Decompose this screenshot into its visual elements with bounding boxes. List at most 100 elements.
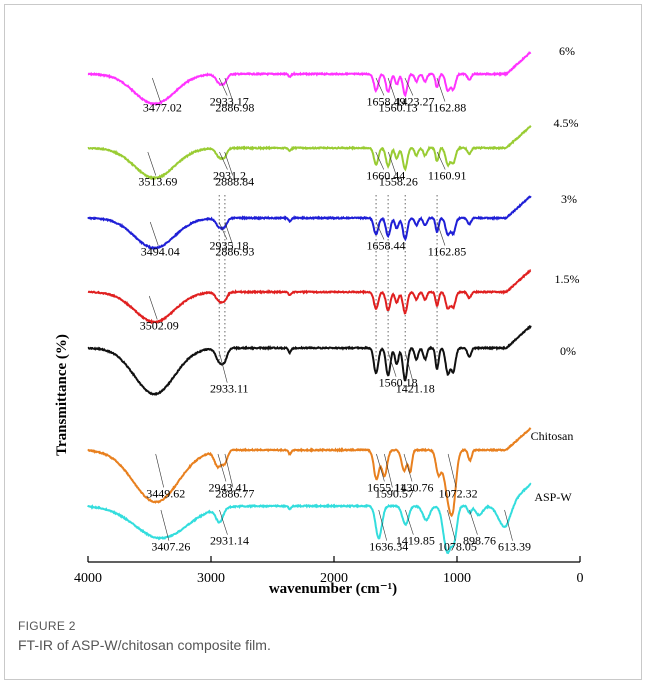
x-axis: 4000 3000 2000 1000 0: [74, 556, 584, 586]
series-line: [87, 324, 532, 397]
peak-leader: [147, 151, 157, 176]
series-name-label: ASP-W: [534, 490, 572, 504]
peak-leader: [384, 453, 393, 488]
peak-leader: [404, 351, 414, 383]
series-line: [87, 269, 532, 325]
peak-label: 3449.62: [146, 486, 185, 500]
peak-label: 2886.77: [215, 486, 254, 500]
peak-leader: [219, 509, 228, 535]
series-name-label: 1.5%: [555, 272, 580, 286]
peak-leader: [375, 77, 385, 96]
series-line: [87, 427, 532, 518]
peak-label: 1078.05: [438, 540, 477, 554]
peak-label: 1072.32: [439, 486, 478, 500]
peak-leader: [387, 77, 397, 102]
peak-label: 1558.26: [379, 175, 418, 189]
peak-label: 3477.02: [143, 101, 182, 115]
y-axis-label: Transmittance (%): [54, 334, 70, 456]
series-name-label: 0%: [560, 344, 576, 358]
peak-label: 1423.27: [395, 95, 434, 109]
x-tick-label: 3000: [197, 571, 225, 586]
peak-label: 1636.34: [369, 540, 408, 554]
peak-label: 1658.44: [367, 239, 406, 253]
peak-leader: [436, 77, 446, 102]
peak-label: 2888.84: [215, 175, 254, 189]
peak-leader: [403, 453, 413, 482]
peak-label: 2935.18: [209, 239, 248, 253]
peak-label: 2931.14: [210, 534, 249, 548]
peak-leader: [375, 151, 385, 170]
peak-leader: [224, 221, 234, 246]
peak-leader: [387, 351, 397, 377]
peak-leader: [224, 77, 234, 102]
peak-label: 2933.11: [210, 382, 249, 396]
peak-label: 3494.04: [141, 245, 180, 259]
spectra: [87, 51, 532, 555]
peak-label: 1660.44: [366, 169, 405, 183]
peak-label: 1655.11: [367, 480, 406, 494]
peak-leader: [224, 453, 234, 488]
peak-leader: [224, 151, 233, 176]
peak-label: 1560.13: [379, 101, 418, 115]
figure-frame: [4, 4, 642, 680]
peak-leader: [218, 77, 228, 96]
peak-label: 2886.93: [215, 245, 254, 259]
peak-leader: [217, 453, 227, 482]
reference-lines: [218, 195, 438, 362]
peak-label: 1162.85: [428, 245, 467, 259]
peak-leader: [375, 221, 385, 240]
peak-label: 613.39: [498, 540, 531, 554]
peak-leader: [436, 151, 446, 170]
peak-label: 3407.26: [151, 540, 190, 554]
peak-leader: [378, 509, 388, 541]
peak-leader: [160, 509, 170, 541]
x-axis-label: wavenumber (cm⁻¹): [269, 581, 397, 597]
series-line: [87, 51, 532, 106]
figure-caption-text: FT-IR of ASP-W/chitosan composite film.: [18, 637, 271, 653]
series-name-label: 6%: [559, 44, 575, 58]
peak-label: 1162.88: [428, 101, 467, 115]
peak-leader: [405, 509, 414, 535]
peak-leader: [376, 453, 385, 482]
peak-label: 2886.98: [215, 101, 254, 115]
peak-label: 3513.69: [138, 175, 177, 189]
peak-leader: [404, 77, 414, 96]
peak-leader: [219, 151, 228, 170]
x-tick-label: 2000: [320, 571, 348, 586]
series-line: [87, 482, 532, 555]
peak-leader: [447, 509, 456, 541]
x-tick-label: 0: [577, 571, 584, 586]
peak-label: 1421.18: [396, 382, 435, 396]
peak-label: 2933.17: [210, 95, 249, 109]
peak-leader: [218, 351, 228, 383]
figure-caption: FIGURE 2 FT-IR of ASP-W/chitosan composi…: [18, 619, 618, 653]
series-name-label: 3%: [561, 192, 577, 206]
peak-label: 1160.91: [428, 169, 467, 183]
peak-label: 1658.49: [367, 95, 406, 109]
peak-label: 3502.09: [140, 319, 179, 333]
peak-label: 898.76: [463, 534, 496, 548]
peak-label: 2943.41: [208, 480, 247, 494]
series-name-label: 4.5%: [554, 116, 579, 130]
x-tick-label: 4000: [74, 571, 102, 586]
series-line: [87, 125, 532, 181]
series-line: [87, 195, 532, 251]
peak-leader: [469, 509, 478, 535]
peak-label: 1430.76: [395, 480, 434, 494]
peak-leader: [436, 221, 446, 246]
peak-label: 2931.2: [213, 169, 246, 183]
figure-number: FIGURE 2: [18, 619, 76, 633]
peak-leader: [152, 77, 161, 102]
peak-leader: [504, 509, 513, 541]
series-name-label: Chitosan: [531, 429, 574, 443]
peak-label: 1419.85: [396, 534, 435, 548]
peak-leader: [388, 151, 397, 176]
x-tick-label: 1000: [443, 571, 471, 586]
peak-label: 1560.18: [379, 376, 418, 390]
peak-label: 1590.57: [375, 486, 414, 500]
peak-leader: [148, 295, 158, 320]
peak-leader: [149, 221, 159, 246]
peak-leader: [218, 221, 228, 240]
